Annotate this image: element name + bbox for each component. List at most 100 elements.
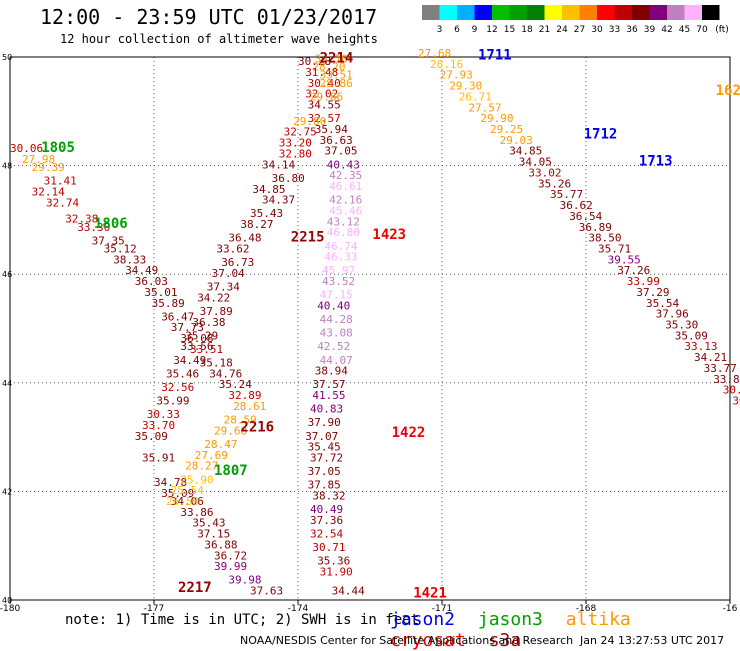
swh-value: 36.08 [180, 332, 213, 345]
track-label: 1422 [392, 425, 426, 441]
swh-value: 34.49 [125, 264, 158, 277]
swh-value: 26.71 [459, 90, 492, 103]
colorbar-level-label: 3 [437, 25, 443, 35]
swh-value: 33.62 [216, 242, 249, 255]
swh-value: 35.46 [166, 367, 199, 380]
swh-value: 35.18 [200, 357, 233, 370]
swh-value: 34.78 [154, 476, 187, 489]
swh-value: 29.30 [449, 80, 482, 93]
track-label: 1806 [94, 216, 128, 232]
swh-value: 31.48 [305, 66, 338, 79]
swh-value: 33.56 [180, 340, 213, 353]
legend-jason2: jason2 [390, 609, 456, 630]
swh-value: 39.98 [228, 574, 261, 587]
swh-value: 29.86 [310, 90, 343, 103]
track-label: 1805 [41, 140, 75, 156]
colorbar-swatch [562, 5, 580, 20]
track-label: 1807 [214, 463, 248, 479]
swh-value: 40.40 [317, 299, 350, 312]
swh-value: 38.33 [113, 253, 146, 266]
colorbar-level-label: 42 [661, 25, 672, 35]
swh-value: 32.74 [46, 196, 79, 209]
swh-value: 29.90 [480, 112, 513, 125]
swh-value: 46.80 [327, 226, 360, 239]
colorbar-level-label: 9 [472, 25, 478, 35]
swh-value: 46.74 [324, 240, 357, 253]
swh-value: 31.41 [44, 175, 77, 188]
map-subtitle: 12 hour collection of altimeter wave hei… [60, 32, 378, 46]
colorbar-swatch [422, 5, 440, 20]
colorbar-level-label: 39 [644, 25, 656, 35]
swh-value: 37.07 [305, 430, 338, 443]
wave-height-colorbar: 3 6 9 12 15 18 21 24 27 30 33 36 39 42 45 70 (ft) [422, 5, 729, 35]
swh-value: 34.55 [308, 99, 341, 112]
map-frame [9, 56, 731, 601]
colorbar-level-label: 36 [626, 25, 638, 35]
swh-value: 27.98 [22, 153, 55, 166]
swh-value: 34.21 [694, 351, 727, 364]
swh-value: 34.85 [509, 145, 542, 158]
swh-value: 34.37 [262, 194, 295, 207]
swh-value: 35.29 [185, 329, 218, 342]
swh-value: 45.97 [322, 264, 355, 277]
swh-value: 37.63 [250, 585, 283, 598]
note-text: note: 1) Time is in UTC; 2) SWH is in fe… [65, 612, 420, 628]
swh-value: 37.15 [197, 528, 230, 541]
y-tick-label: 42 [2, 487, 12, 496]
swh-value: 32.14 [32, 185, 65, 198]
swh-value: 34.10 [315, 52, 348, 65]
swh-value: 46.61 [329, 180, 362, 193]
colorbar-swatch [632, 5, 650, 20]
swh-value: 44.07 [320, 354, 353, 367]
swh-value: 37.05 [308, 465, 341, 478]
colorbar-level-label: 33 [609, 25, 620, 35]
swh-value: 43.08 [320, 327, 353, 340]
swh-value: 28.20 [312, 61, 345, 74]
credit-text: NOAA/NESDIS Center for Satellite Applica… [240, 634, 574, 647]
x-tick-label: -168 [576, 604, 597, 614]
colorbar-swatch [544, 5, 562, 20]
swh-value: 43.12 [327, 215, 360, 228]
track-label: 1421 [413, 585, 447, 601]
track-label: 1713 [639, 154, 673, 170]
swh-value: 36.38 [192, 316, 225, 329]
swh-value: 33.13 [684, 340, 717, 353]
satellite-legend: jason2 jason3 altika cryosat s3a [390, 609, 740, 651]
swh-value: 40.49 [310, 503, 343, 516]
swh-value: 36.80 [272, 172, 305, 185]
swh-value: 35.43 [250, 207, 283, 220]
swh-value: 27.68 [418, 47, 451, 60]
colorbar-level-label: 30 [591, 25, 603, 35]
swh-value: 37.73 [171, 321, 204, 334]
colorbar-swatch [579, 5, 597, 20]
swh-value: 27.57 [468, 101, 501, 114]
swh-value: 43.52 [322, 275, 355, 288]
x-tick-label: -174 [288, 604, 309, 614]
swh-value: 33.86 [180, 506, 213, 519]
swh-value: 32.38 [65, 213, 98, 226]
track-label: 2215 [291, 230, 325, 246]
swh-value: 47.15 [320, 289, 353, 302]
swh-value: 30.06 [10, 142, 43, 155]
swh-value: 39.55 [608, 253, 641, 266]
timestamp-text: Jan 24 13:27:53 UTC 2017 [580, 634, 725, 647]
colorbar-swatch [527, 5, 545, 20]
swh-value: 35.12 [104, 242, 137, 255]
swh-value: 33.99 [627, 275, 660, 288]
y-tick-label: 50 [2, 53, 12, 62]
swh-value: 28.47 [204, 438, 237, 451]
swh-value: 36.03 [135, 275, 168, 288]
colorbar-swatch [614, 5, 632, 20]
y-tick-label: 48 [2, 162, 12, 171]
swh-value: 35.09 [675, 329, 708, 342]
swh-value: 36.54 [569, 210, 602, 223]
x-tick-label: -16 [723, 604, 738, 614]
track-label: 1621 [716, 83, 740, 99]
swh-value: 32.02 [305, 88, 338, 101]
swh-value: 32.80 [279, 147, 312, 160]
swh-value: 32.75 [284, 126, 317, 139]
swh-value: 37.36 [310, 514, 343, 527]
colorbar-level-label: 6 [454, 25, 460, 35]
swh-value: 34.85 [252, 183, 285, 196]
